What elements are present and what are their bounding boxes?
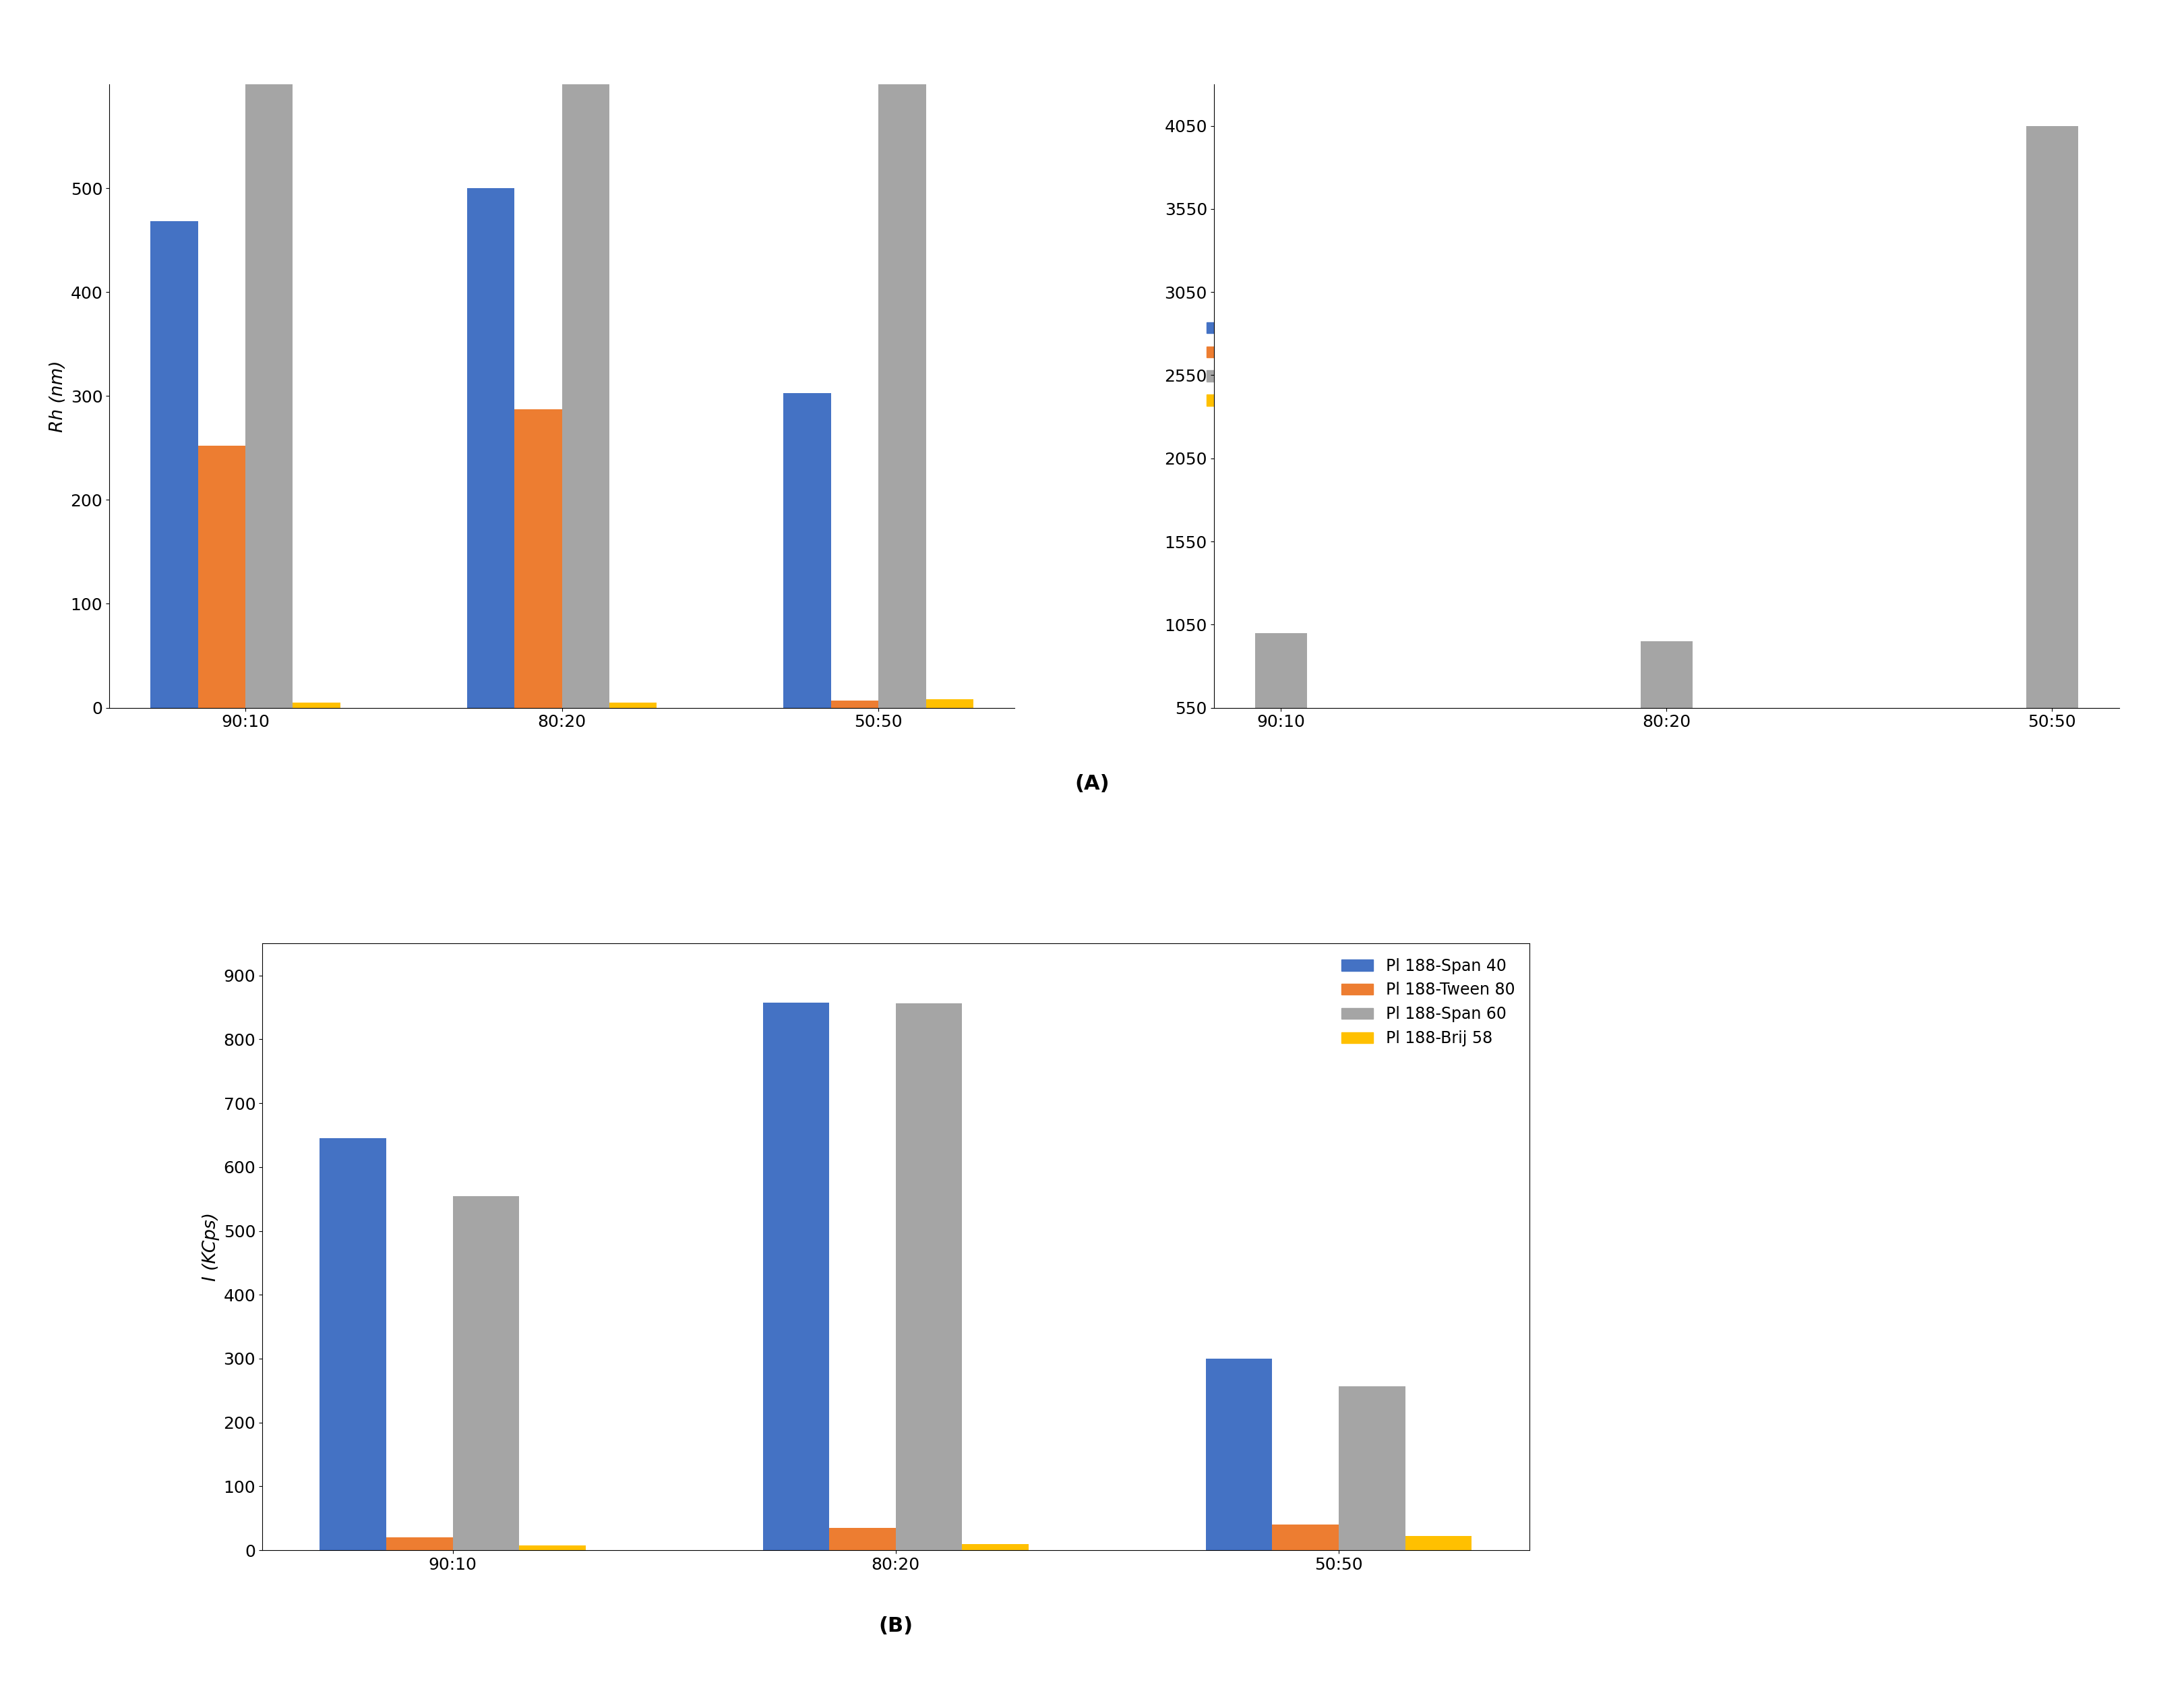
Bar [609,703,657,708]
Bar [1206,1358,1271,1550]
Bar [1271,1525,1339,1550]
Y-axis label: I (KCps): I (KCps) [203,1213,221,1281]
Text: (A): (A) [1075,773,1109,794]
Bar [520,1545,585,1550]
Bar [961,1543,1029,1550]
Bar [1404,1537,1472,1550]
Text: (B): (B) [878,1616,913,1636]
Bar [784,393,830,708]
Bar [830,1528,895,1550]
Bar [1640,642,1693,799]
Legend: Pl 188-Span 40, Pl 188-Tween 80, Pl 188-Span 60, Pl 188-Brij 58: Pl 188-Span 40, Pl 188-Tween 80, Pl 188-… [1199,313,1387,416]
Bar [2025,126,2077,799]
Y-axis label: Rh (nm): Rh (nm) [50,361,68,431]
Bar [319,1139,387,1550]
Bar [199,447,245,708]
Bar [926,699,974,708]
Bar [245,84,293,708]
Bar [1254,634,1306,799]
Bar [1339,1387,1404,1550]
Bar [387,1537,452,1550]
Bar [467,189,513,708]
Bar [878,84,926,708]
Bar [830,701,878,708]
Bar [561,84,609,708]
Bar [895,1003,961,1550]
Bar [762,1003,830,1550]
Legend: Pl 188-Span 40, Pl 188-Tween 80, Pl 188-Span 60, Pl 188-Brij 58: Pl 188-Span 40, Pl 188-Tween 80, Pl 188-… [1334,952,1520,1053]
Bar [513,409,561,708]
Bar [293,703,341,708]
Bar [452,1196,520,1550]
Bar [151,221,199,708]
